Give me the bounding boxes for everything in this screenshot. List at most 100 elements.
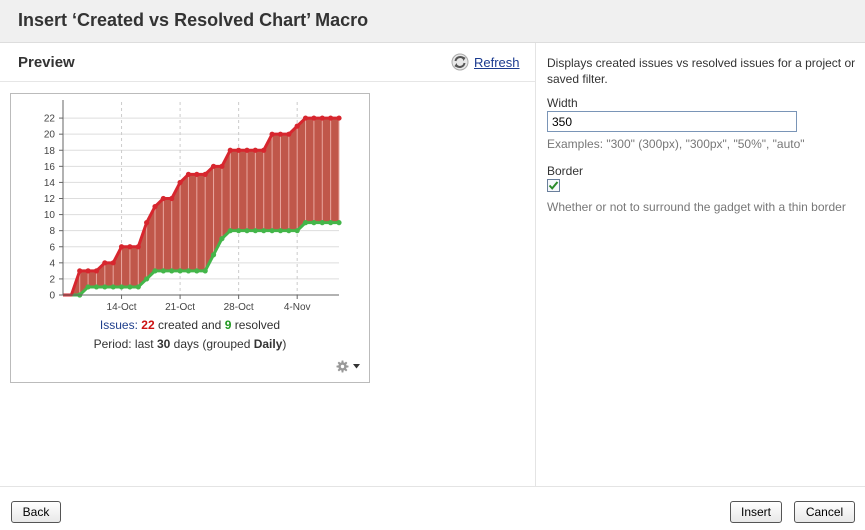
created-text: created and xyxy=(157,318,222,332)
cancel-button[interactable]: Cancel xyxy=(794,501,855,523)
x-tick-label: 4-Nov xyxy=(284,302,311,313)
created-point xyxy=(135,244,141,250)
insert-button[interactable]: Insert xyxy=(730,501,782,523)
resolved-point xyxy=(202,268,208,274)
created-point xyxy=(118,244,125,250)
created-point xyxy=(336,115,342,121)
y-tick-label: 22 xyxy=(44,114,56,125)
created-point xyxy=(127,244,133,250)
created-point xyxy=(93,268,100,274)
created-point xyxy=(328,115,334,121)
created-point xyxy=(286,131,292,137)
y-tick-label: 4 xyxy=(49,258,55,269)
period-days: 30 xyxy=(156,337,171,351)
created-series-line xyxy=(63,116,339,297)
created-point xyxy=(269,131,275,137)
created-point xyxy=(294,123,300,129)
created-point xyxy=(210,163,217,169)
resolved-point xyxy=(160,268,166,274)
x-tick-label: 14-Oct xyxy=(107,302,137,313)
y-tick-label: 12 xyxy=(44,194,56,205)
resolved-point xyxy=(127,284,133,290)
resolved-point xyxy=(227,228,233,234)
resolved-point xyxy=(319,220,325,226)
options-panel: Displays created issues vs resolved issu… xyxy=(547,55,857,214)
period-summary: Period: last 30 days (grouped Daily) xyxy=(11,337,369,351)
created-point xyxy=(152,203,158,210)
created-point xyxy=(227,147,233,153)
width-input[interactable] xyxy=(547,111,797,132)
resolved-point xyxy=(244,228,250,234)
resolved-point xyxy=(210,252,217,258)
created-point xyxy=(302,115,309,121)
chart-drop-lines xyxy=(79,118,340,295)
resolved-point xyxy=(328,220,334,226)
created-point xyxy=(102,260,108,266)
back-button[interactable]: Back xyxy=(11,501,61,523)
created-point xyxy=(110,260,116,266)
resolved-point xyxy=(152,268,158,274)
resolved-series-line xyxy=(63,221,339,297)
created-point xyxy=(252,147,258,153)
resolved-text: resolved xyxy=(234,318,281,332)
created-point xyxy=(219,163,225,169)
created-point xyxy=(319,115,325,121)
period-prefix: Period: last xyxy=(93,337,154,351)
refresh-icon[interactable] xyxy=(451,53,469,71)
y-tick-label: 20 xyxy=(44,130,56,141)
created-resolved-gap-area xyxy=(63,118,339,295)
y-tick-label: 8 xyxy=(49,226,55,237)
created-point xyxy=(160,195,166,202)
created-point xyxy=(177,179,183,186)
gear-icon[interactable] xyxy=(336,360,349,373)
resolved-point xyxy=(286,228,292,234)
resolved-point xyxy=(236,228,242,234)
resolved-point xyxy=(177,268,183,274)
border-checkbox[interactable] xyxy=(547,179,560,192)
resolved-point xyxy=(194,268,200,274)
gadget-options-menu[interactable] xyxy=(336,359,361,373)
resolved-point xyxy=(269,228,275,234)
created-count: 22 xyxy=(141,318,155,332)
dialog-footer: Back Insert Cancel xyxy=(0,486,865,530)
width-hint: Examples: "300" (300px), "300px", "50%",… xyxy=(547,137,805,151)
chart-gadget: 0 2 4 6 8 10 12 14 16 18 20 22 14-Oct 21-Oct 28-Oct 4-N… xyxy=(10,93,370,383)
y-tick-label: 16 xyxy=(44,162,56,173)
refresh-button[interactable]: Refresh xyxy=(451,52,520,72)
period-grouping: Daily xyxy=(253,337,283,351)
resolved-point xyxy=(135,284,141,290)
created-point xyxy=(144,220,150,226)
x-tick-label: 21-Oct xyxy=(165,302,195,313)
y-tick-label: 18 xyxy=(44,146,56,157)
resolved-point xyxy=(85,284,91,290)
refresh-label[interactable]: Refresh xyxy=(474,54,520,70)
checkmark-icon xyxy=(548,181,559,190)
issues-label: Issues: xyxy=(99,318,138,332)
resolved-point xyxy=(311,220,317,226)
created-point xyxy=(85,268,91,274)
resolved-point xyxy=(169,268,175,274)
y-tick-label: 0 xyxy=(49,291,55,302)
resolved-point xyxy=(336,220,342,226)
border-label: Border xyxy=(547,164,584,178)
created-point xyxy=(169,195,175,202)
resolved-point xyxy=(93,284,100,290)
preview-header: Preview Refresh xyxy=(0,43,535,82)
resolved-point xyxy=(185,268,192,274)
period-suffix: ) xyxy=(282,337,287,351)
resolved-point xyxy=(277,228,284,234)
created-point xyxy=(194,171,200,177)
resolved-count: 9 xyxy=(224,318,232,332)
x-tick-label: 28-Oct xyxy=(224,302,254,313)
preview-title: Preview xyxy=(18,54,75,71)
dialog-header: Insert ‘Created vs Resolved Chart’ Macro xyxy=(0,0,865,43)
resolved-point xyxy=(144,276,150,282)
chevron-down-icon[interactable] xyxy=(352,362,361,370)
period-middle: days (grouped xyxy=(173,337,251,351)
y-tick-label: 10 xyxy=(44,210,56,221)
created-point xyxy=(185,171,192,177)
dialog-title: Insert ‘Created vs Resolved Chart’ Macro xyxy=(18,10,369,30)
created-point xyxy=(261,147,267,153)
created-point xyxy=(311,115,317,121)
width-label: Width xyxy=(547,96,578,110)
